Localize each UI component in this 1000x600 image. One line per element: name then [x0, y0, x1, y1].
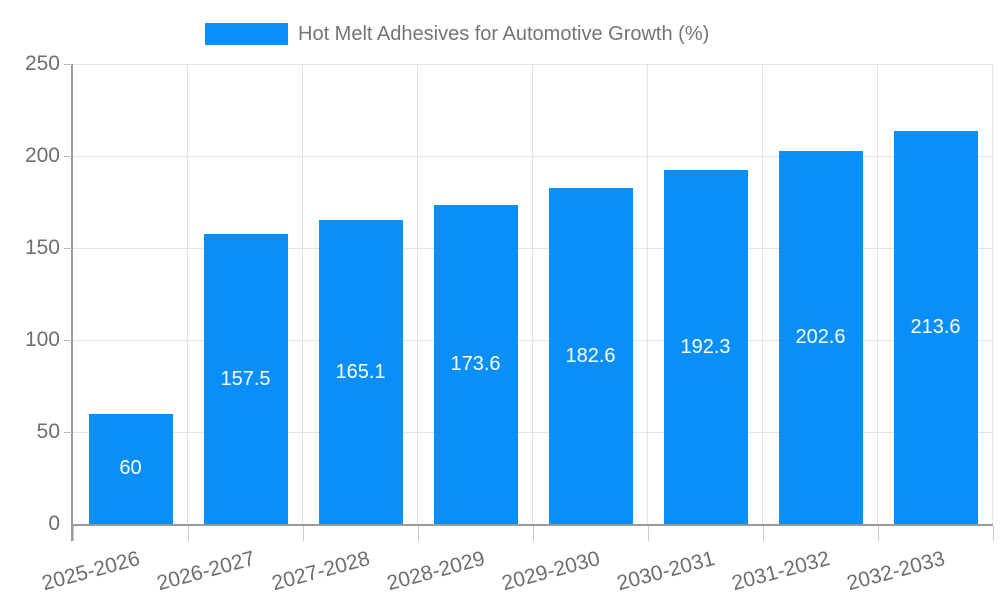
x-axis-tick	[763, 526, 764, 541]
gridline-vertical	[532, 64, 533, 524]
bar-2025-2026[interactable]: 60	[88, 413, 173, 524]
bar-value-label: 202.6	[795, 326, 846, 349]
y-axis-tick	[64, 156, 72, 157]
bar-2026-2027[interactable]: 157.5	[203, 234, 288, 524]
legend: Hot Melt Adhesives for Automotive Growth…	[205, 23, 709, 45]
x-axis-label-2025-2026: 2025-2026	[39, 547, 143, 596]
y-axis-label: 0	[48, 512, 60, 535]
bar-value-label: 173.6	[450, 352, 501, 375]
y-axis-label: 150	[24, 236, 60, 259]
x-axis-label-2032-2033: 2032-2033	[844, 547, 948, 596]
x-axis-line	[71, 524, 993, 526]
legend-label[interactable]: Hot Melt Adhesives for Automotive Growth…	[298, 22, 710, 45]
x-axis-label-2028-2029: 2028-2029	[384, 547, 488, 596]
y-axis-tick	[64, 340, 72, 341]
y-axis-line	[71, 64, 73, 541]
gridline-vertical	[762, 64, 763, 524]
y-axis-label: 250	[24, 52, 60, 75]
x-axis-label-2029-2030: 2029-2030	[499, 547, 603, 596]
x-axis-label-2031-2032: 2031-2032	[729, 547, 833, 596]
x-axis-tick	[533, 526, 534, 541]
y-axis-tick	[64, 432, 72, 433]
y-axis-label: 100	[24, 328, 60, 351]
plot-area: 60 157.5 165.1 173.6 182.6 192.3 202.6 213.6	[73, 64, 993, 524]
gridline-vertical	[187, 64, 188, 524]
bar-2030-2031[interactable]: 192.3	[663, 170, 748, 524]
x-axis-tick	[73, 526, 74, 541]
y-axis-tick	[64, 64, 72, 65]
gridline-vertical	[877, 64, 878, 524]
bar-value-label: 157.5	[220, 367, 271, 390]
x-axis-label-2027-2028: 2027-2028	[269, 547, 373, 596]
x-axis-tick	[303, 526, 304, 541]
gridline-vertical	[647, 64, 648, 524]
x-axis-label-2030-2031: 2030-2031	[614, 547, 718, 596]
bar-value-label: 182.6	[565, 344, 616, 367]
x-axis-tick	[878, 526, 879, 541]
bar-2029-2030[interactable]: 182.6	[548, 188, 633, 524]
y-axis-tick	[64, 248, 72, 249]
bar-value-label: 60	[119, 457, 142, 480]
x-axis-tick	[993, 526, 994, 541]
bar-2027-2028[interactable]: 165.1	[318, 220, 403, 524]
gridline-horizontal	[73, 156, 993, 157]
bar-value-label: 165.1	[335, 360, 386, 383]
bar-value-label: 213.6	[910, 315, 961, 338]
bar-2032-2033[interactable]: 213.6	[893, 130, 978, 524]
bar-2031-2032[interactable]: 202.6	[778, 151, 863, 524]
gridline-vertical	[992, 64, 993, 524]
bar-value-label: 192.3	[680, 335, 731, 358]
gridline-horizontal	[73, 248, 993, 249]
x-axis-tick	[188, 526, 189, 541]
y-axis-label: 200	[24, 144, 60, 167]
gridline-vertical	[417, 64, 418, 524]
bar-2028-2029[interactable]: 173.6	[433, 204, 518, 524]
gridline-horizontal	[73, 432, 993, 433]
legend-swatch[interactable]	[205, 23, 288, 45]
x-axis-label-2026-2027: 2026-2027	[154, 547, 258, 596]
gridline-horizontal	[73, 64, 993, 65]
x-axis-tick	[648, 526, 649, 541]
y-axis-label: 50	[36, 420, 60, 443]
x-axis-tick	[418, 526, 419, 541]
gridline-horizontal	[73, 340, 993, 341]
gridline-vertical	[302, 64, 303, 524]
